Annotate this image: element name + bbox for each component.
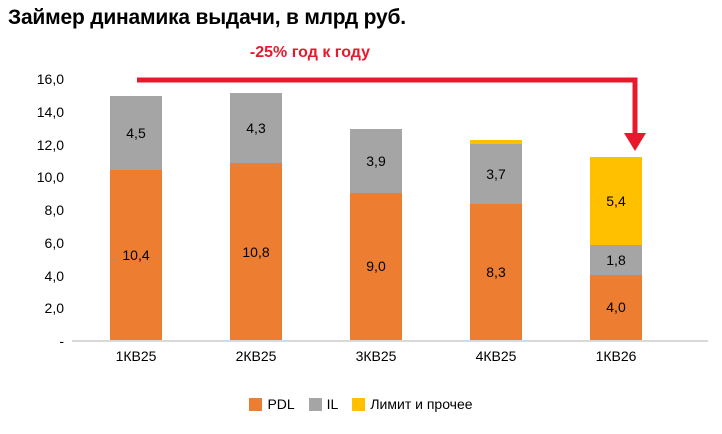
- yoy-change-annotation: -25% год к году: [249, 44, 371, 61]
- bar-segment-il[interactable]: 1,8: [590, 245, 642, 275]
- x-axis-tick-label: 1КВ25: [115, 348, 157, 364]
- x-axis-tick-label: 1КВ26: [595, 348, 637, 364]
- legend-label: IL: [326, 396, 339, 412]
- bar-segment-il[interactable]: 3,7: [470, 143, 522, 205]
- plot-area: 10,4 4,5 10,8 4,3 9,0 3,9 8,3 3,7 4,0 1,8 5,4: [72, 70, 708, 342]
- y-axis-tick-label: 16,0: [36, 71, 64, 87]
- bar-value-label: 4,5: [126, 124, 146, 141]
- x-axis-tick-label: 2КВ25: [235, 348, 277, 364]
- bar-segment-il[interactable]: 3,9: [350, 128, 402, 193]
- y-axis-tick-label: 4,0: [44, 267, 64, 284]
- bar-segment-pdl[interactable]: 4,0: [590, 274, 642, 340]
- bar-value-label: 4,0: [606, 299, 626, 316]
- page-title: Займер динамика выдачи, в млрд руб.: [8, 6, 406, 29]
- bar-segment-лимит-и-прочее[interactable]: 5,4: [590, 156, 642, 246]
- bar-segment-pdl[interactable]: 8,3: [470, 204, 522, 340]
- legend-item[interactable]: Лимит и прочее: [352, 396, 473, 412]
- y-axis-tick-label: 10,0: [36, 169, 64, 186]
- legend-label: Лимит и прочее: [370, 396, 473, 412]
- bar-segment-il[interactable]: 4,3: [230, 92, 282, 164]
- bar-segment-il[interactable]: 4,5: [110, 96, 162, 170]
- y-axis-tick-label: 6,0: [44, 234, 64, 251]
- bar-segment-лимит-и-прочее[interactable]: [470, 140, 522, 144]
- x-axis-tick-label: 4КВ25: [475, 348, 517, 364]
- bar-value-label: 8,3: [486, 264, 506, 281]
- y-axis-tick-label: 12,0: [36, 136, 64, 153]
- legend-swatch-icon: [249, 397, 263, 411]
- bar-value-label: 10,8: [242, 243, 270, 260]
- legend-label: PDL: [267, 396, 295, 412]
- chart-legend: PDL IL Лимит и прочее: [0, 396, 722, 412]
- x-axis-tick-label: 3КВ25: [355, 348, 397, 364]
- bar-segment-pdl[interactable]: 10,8: [230, 163, 282, 340]
- bar-value-label: 4,3: [246, 119, 266, 136]
- y-axis-tick-label: -: [59, 333, 64, 349]
- legend-item[interactable]: PDL: [249, 396, 295, 412]
- bar-segment-pdl[interactable]: 9,0: [350, 192, 402, 340]
- bar-segment-pdl[interactable]: 10,4: [110, 169, 162, 340]
- legend-swatch-icon: [352, 397, 366, 411]
- bar-value-label: 5,4: [606, 192, 626, 209]
- bar-value-label: 1,8: [606, 251, 626, 268]
- bar-value-label: 3,9: [366, 152, 386, 169]
- y-axis-tick-label: 2,0: [44, 300, 64, 317]
- y-axis-tick-label: 14,0: [36, 103, 64, 120]
- bar-value-label: 10,4: [122, 246, 150, 263]
- bar-value-label: 3,7: [486, 165, 506, 182]
- y-axis-labels: 16,0 14,0 12,0 10,0 8,0 6,0 4,0 2,0 -: [0, 70, 64, 349]
- y-axis-tick-label: 8,0: [44, 202, 64, 218]
- legend-swatch-icon: [308, 397, 322, 411]
- bar-value-label: 9,0: [366, 258, 386, 275]
- legend-item[interactable]: IL: [308, 396, 339, 412]
- x-axis-line: [72, 340, 708, 342]
